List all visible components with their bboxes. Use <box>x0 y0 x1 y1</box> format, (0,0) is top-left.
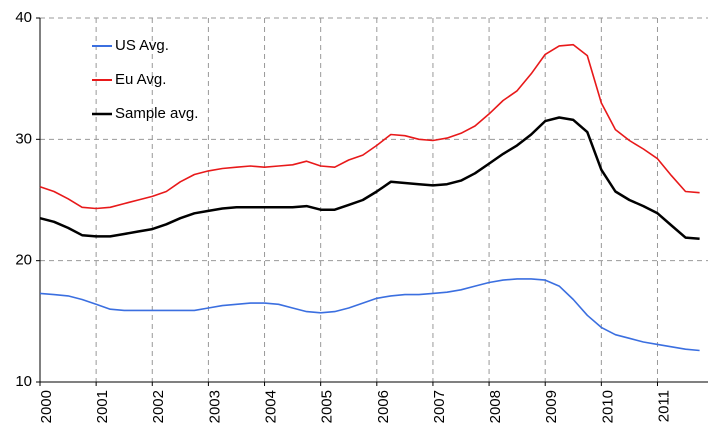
legend-label: Sample avg. <box>115 105 198 122</box>
x-tick-label: 2005 <box>319 390 336 423</box>
x-tick-label: 2000 <box>38 390 55 423</box>
x-tick-label: 2009 <box>543 390 560 423</box>
y-tick-label: 30 <box>15 130 32 147</box>
x-tick-label: 2004 <box>263 390 280 423</box>
legend-label: US Avg. <box>115 37 169 54</box>
y-tick-label: 20 <box>15 252 32 269</box>
x-tick-label: 2001 <box>94 390 111 423</box>
y-tick-label: 40 <box>15 9 32 26</box>
x-tick-label: 2002 <box>150 390 167 423</box>
x-tick-label: 2003 <box>206 390 223 423</box>
x-tick-label: 2010 <box>599 390 616 423</box>
x-tick-label: 2007 <box>431 390 448 423</box>
x-tick-label: 2011 <box>655 390 672 422</box>
y-tick-label: 10 <box>15 373 32 390</box>
line <box>39 43 700 210</box>
legend-label: Eu Avg. <box>115 71 166 88</box>
x-tick-label: 2006 <box>375 390 392 423</box>
line <box>39 116 700 241</box>
x-tick-label: 2008 <box>487 390 504 423</box>
line <box>39 278 700 352</box>
